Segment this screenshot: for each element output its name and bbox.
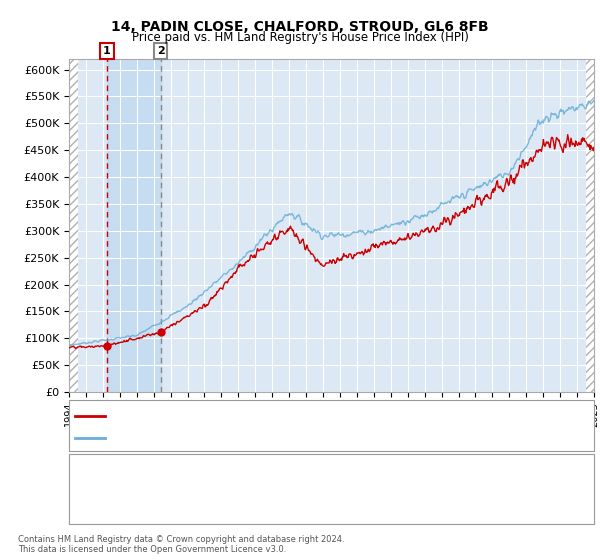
Text: 6% ↓ HPI: 6% ↓ HPI [417, 468, 471, 478]
Text: 28-MAR-1996: 28-MAR-1996 [108, 468, 182, 478]
Text: 1: 1 [103, 46, 111, 56]
Text: 14, PADIN CLOSE, CHALFORD, STROUD, GL6 8FB (detached house): 14, PADIN CLOSE, CHALFORD, STROUD, GL6 8… [111, 410, 459, 421]
Text: 2: 2 [76, 503, 83, 513]
Text: HPI: Average price, detached house, Stroud: HPI: Average price, detached house, Stro… [111, 433, 338, 443]
Text: Contains HM Land Registry data © Crown copyright and database right 2024.
This d: Contains HM Land Registry data © Crown c… [18, 535, 344, 554]
Text: 1: 1 [76, 468, 83, 478]
Text: 2: 2 [157, 46, 164, 56]
Text: Price paid vs. HM Land Registry's House Price Index (HPI): Price paid vs. HM Land Registry's House … [131, 31, 469, 44]
Text: 03-JUN-1999: 03-JUN-1999 [108, 503, 182, 513]
Bar [69, 59, 79, 392]
Bar [107, 59, 161, 392]
Text: 11% ↓ HPI: 11% ↓ HPI [417, 503, 478, 513]
Text: £85,950: £85,950 [273, 468, 320, 478]
Text: 14, PADIN CLOSE, CHALFORD, STROUD, GL6 8FB: 14, PADIN CLOSE, CHALFORD, STROUD, GL6 8… [111, 20, 489, 34]
Bar [586, 59, 600, 392]
Text: £112,000: £112,000 [273, 503, 327, 513]
